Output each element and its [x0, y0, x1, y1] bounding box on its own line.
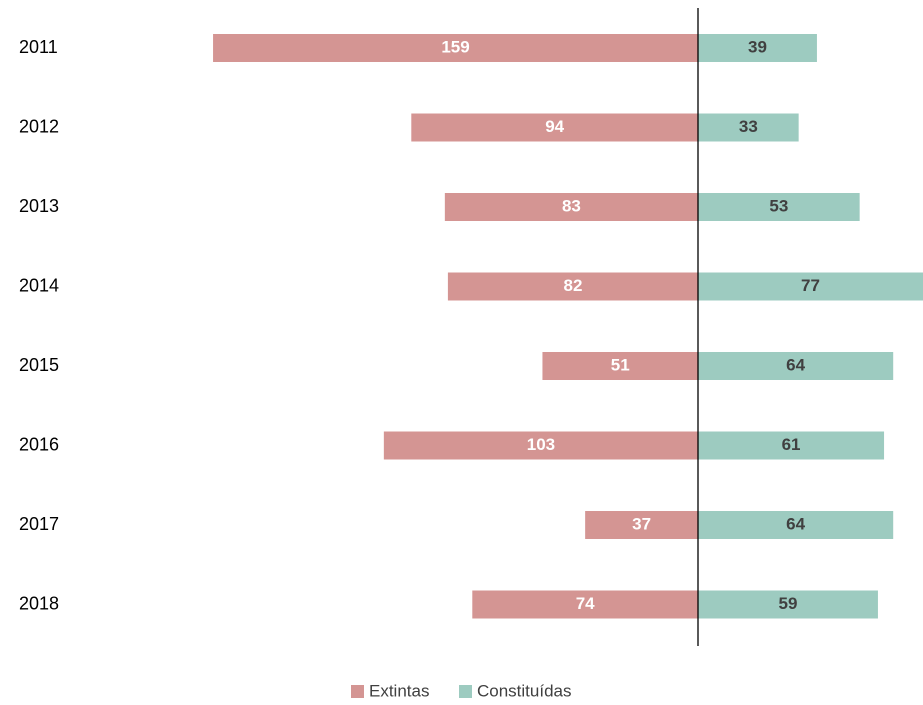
- year-label-2012: 2012: [19, 116, 59, 136]
- bar-extintas-2012: [411, 113, 698, 142]
- year-label-2015: 2015: [19, 355, 59, 375]
- bar-extintas-2014: [447, 272, 698, 301]
- legend-label-extintas: Extintas: [369, 681, 429, 700]
- value-label-extintas-2012: 94: [545, 117, 564, 136]
- bar-constituidas-2018: [698, 590, 878, 619]
- value-label-extintas-2013: 83: [562, 196, 581, 215]
- year-label-2014: 2014: [19, 275, 59, 295]
- value-label-constituidas-2016: 61: [782, 435, 801, 454]
- year-label-2013: 2013: [19, 196, 59, 216]
- bar-extintas-2018: [472, 590, 698, 619]
- value-label-extintas-2017: 37: [632, 514, 651, 533]
- bar-constituidas-2014: [698, 272, 923, 301]
- value-label-extintas-2015: 51: [611, 355, 630, 374]
- legend: Extintas Constituídas: [351, 681, 572, 700]
- value-label-constituidas-2017: 64: [786, 514, 805, 533]
- year-label-2017: 2017: [19, 514, 59, 534]
- value-label-extintas-2011: 159: [441, 37, 469, 56]
- value-label-extintas-2018: 74: [576, 594, 595, 613]
- bar-constituidas-2017: [698, 511, 894, 539]
- bar-extintas-2016: [383, 431, 698, 460]
- bar-constituidas-2013: [698, 193, 860, 221]
- legend-swatch-extintas: [351, 685, 364, 698]
- value-label-constituidas-2011: 39: [748, 37, 767, 56]
- value-label-extintas-2016: 103: [527, 435, 555, 454]
- bar-extintas-2013: [444, 193, 698, 221]
- bar-extintas-2011: [213, 34, 699, 62]
- year-labels: 2011 2012 2013 2014 2015 2016 2017 2018: [19, 37, 59, 614]
- bar-constituidas-2015: [698, 352, 894, 380]
- legend-swatch-constituidas: [459, 685, 472, 698]
- bar-extintas-2017: [585, 511, 698, 539]
- value-label-constituidas-2012: 33: [739, 117, 758, 136]
- year-label-2018: 2018: [19, 593, 59, 613]
- bars-layer: [213, 34, 923, 619]
- bar-constituidas-2016: [698, 431, 885, 460]
- bar-constituidas-2012: [698, 113, 799, 142]
- year-label-2011: 2011: [19, 37, 58, 57]
- value-label-extintas-2014: 82: [563, 276, 582, 295]
- value-label-constituidas-2015: 64: [786, 355, 805, 374]
- value-label-constituidas-2014: 77: [801, 276, 820, 295]
- year-label-2016: 2016: [19, 434, 59, 454]
- value-label-constituidas-2018: 59: [779, 594, 798, 613]
- bar-extintas-2015: [542, 352, 698, 380]
- bar-constituidas-2011: [698, 34, 817, 62]
- value-label-constituidas-2013: 53: [769, 196, 788, 215]
- legend-label-constituidas: Constituídas: [477, 681, 572, 700]
- value-labels: 159 39 94 33 83 53 82 77 51 64 103 61 37 64 74 59: [441, 37, 820, 613]
